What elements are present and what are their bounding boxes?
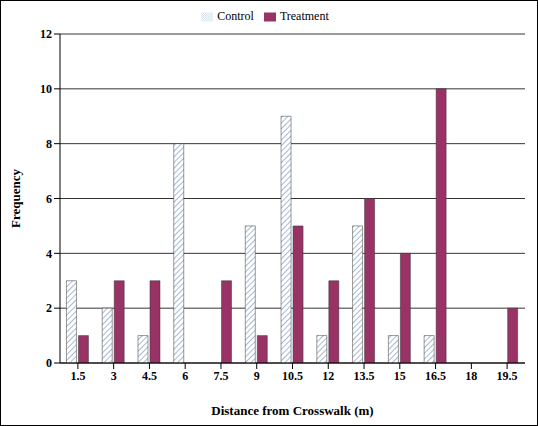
svg-text:Distance from Crosswalk (m): Distance from Crosswalk (m) bbox=[211, 403, 373, 418]
svg-text:7.5: 7.5 bbox=[213, 369, 228, 383]
svg-text:6: 6 bbox=[46, 192, 52, 206]
svg-text:10.5: 10.5 bbox=[282, 369, 303, 383]
svg-text:16.5: 16.5 bbox=[425, 369, 446, 383]
svg-text:8: 8 bbox=[46, 137, 52, 151]
html-text:Treatment: Treatment bbox=[279, 9, 329, 23]
svg-text:12: 12 bbox=[322, 369, 334, 383]
svg-text:1.5: 1.5 bbox=[70, 369, 85, 383]
svg-text:2: 2 bbox=[46, 301, 52, 315]
svg-text:10: 10 bbox=[40, 82, 52, 96]
svg-text:19.5: 19.5 bbox=[497, 369, 518, 383]
svg-text:13.5: 13.5 bbox=[354, 369, 375, 383]
svg-text:4.5: 4.5 bbox=[142, 369, 157, 383]
svg-text:12: 12 bbox=[40, 27, 52, 41]
svg-text:18: 18 bbox=[465, 369, 477, 383]
svg-text:0: 0 bbox=[46, 356, 52, 370]
svg-text:6: 6 bbox=[182, 369, 188, 383]
svg-text:Frequency: Frequency bbox=[8, 169, 23, 228]
svg-text:4: 4 bbox=[46, 247, 52, 261]
svg-text:3: 3 bbox=[111, 369, 117, 383]
svg-text:15: 15 bbox=[394, 369, 406, 383]
html-text:Control: Control bbox=[217, 9, 254, 23]
svg-text:9: 9 bbox=[254, 369, 260, 383]
